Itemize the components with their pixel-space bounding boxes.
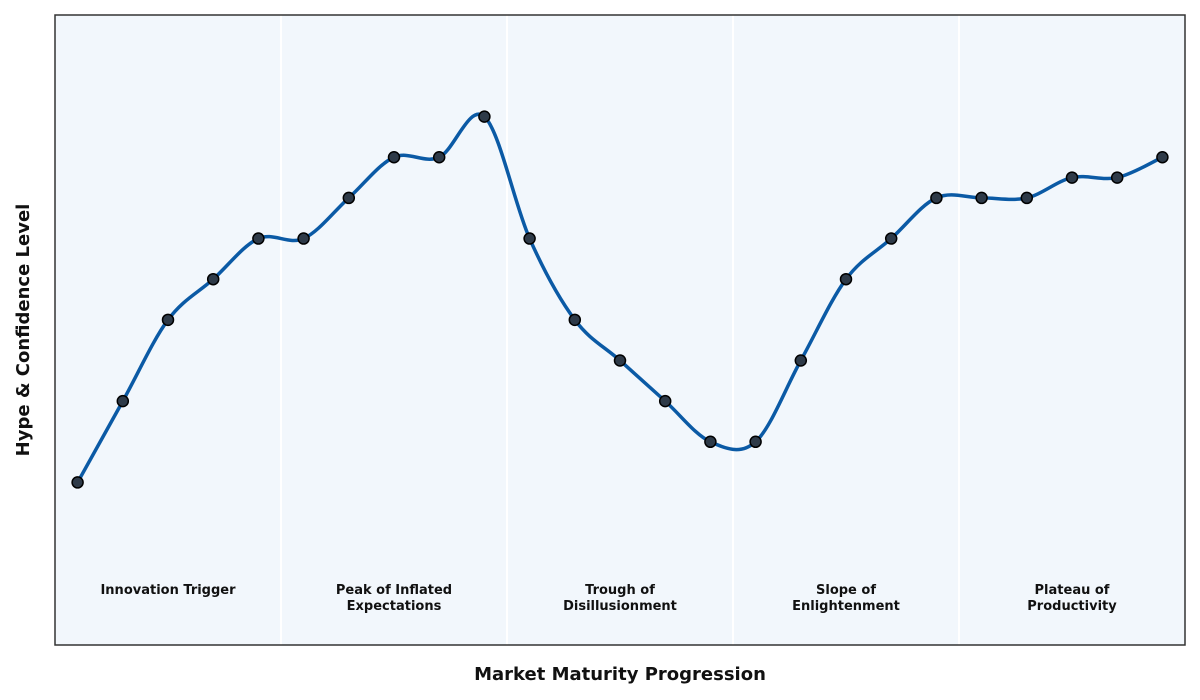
phase-label-line: Enlightenment — [792, 599, 900, 614]
phase-label: Innovation Trigger — [100, 583, 236, 598]
data-point — [613, 354, 627, 367]
phase-label-line: Expectations — [347, 599, 442, 614]
y-axis-label: Hype & Confidence Level — [13, 204, 34, 457]
x-axis-label: Market Maturity Progression — [474, 664, 766, 685]
phase-label-line: Peak of Inflated — [336, 583, 452, 598]
plot-frame — [54, 14, 1186, 646]
data-point — [387, 151, 401, 164]
data-point — [478, 110, 491, 123]
phase-label-line: Plateau of — [1035, 583, 1110, 598]
data-point — [930, 191, 943, 205]
data-point — [839, 272, 853, 286]
phase-label-line: Innovation Trigger — [100, 583, 236, 598]
data-point — [206, 272, 220, 286]
data-point — [1110, 171, 1124, 184]
phase-label: Plateau of Productivity — [1027, 583, 1117, 614]
data-point — [658, 394, 672, 408]
phase-label: Trough of Disillusionment — [563, 583, 677, 614]
data-point — [1156, 151, 1169, 164]
phase-label: Peak of Inflated Expectations — [336, 583, 452, 614]
phase-label-line: Productivity — [1027, 599, 1117, 614]
phase-label-line: Slope of — [816, 583, 876, 598]
phase-label: Slope of Enlightenment — [792, 583, 900, 614]
data-point — [704, 435, 717, 449]
data-point — [342, 191, 356, 205]
data-point — [568, 313, 582, 327]
phase-label-line: Trough of — [585, 583, 655, 598]
data-point — [523, 232, 536, 245]
data-point — [161, 313, 175, 327]
data-point — [116, 394, 130, 408]
data-point — [975, 191, 988, 205]
plot-background — [55, 15, 1185, 645]
phase-label-line: Disillusionment — [563, 599, 677, 614]
data-point — [71, 476, 84, 489]
data-point — [297, 232, 310, 245]
data-point — [884, 232, 898, 245]
data-point — [432, 151, 446, 164]
data-point — [1065, 171, 1079, 184]
data-point — [749, 435, 762, 449]
data-point — [794, 354, 808, 367]
data-point — [1020, 191, 1034, 205]
data-point — [252, 232, 265, 245]
